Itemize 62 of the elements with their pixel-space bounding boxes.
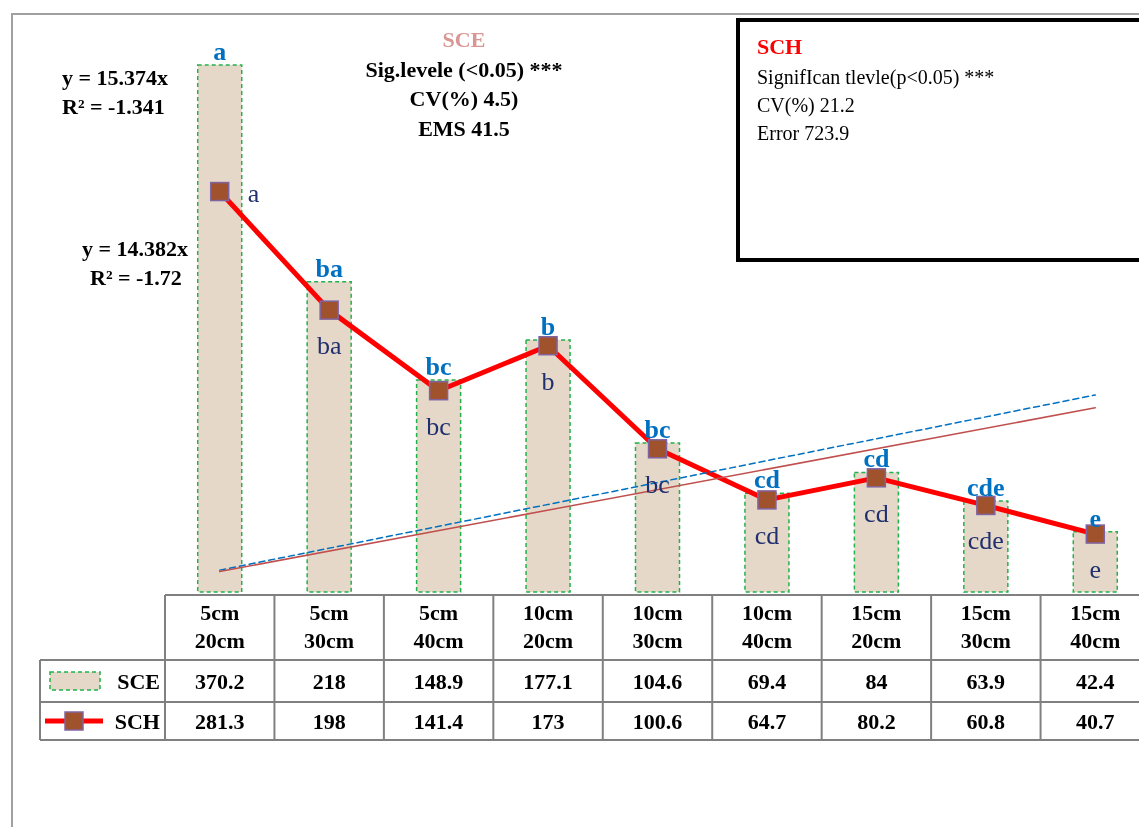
text: SCE xyxy=(442,27,486,52)
x-tick-label: 15cm 20cm xyxy=(851,600,902,653)
annotation: e xyxy=(1089,555,1102,585)
text: R² = -1.341 xyxy=(62,94,165,119)
annotation: cde xyxy=(967,473,1005,503)
annotation: cd xyxy=(863,444,890,474)
annotation: CV(%) 21.2 xyxy=(757,94,855,117)
annotation: y = 15.374x xyxy=(62,65,169,90)
x-tick-label: 5cm 40cm xyxy=(413,600,464,653)
data-label: 60.8 xyxy=(966,709,1006,734)
data-label: 148.9 xyxy=(413,669,464,694)
data-label: 177.1 xyxy=(523,669,573,694)
annotation: ba xyxy=(315,253,343,283)
data-label: 69.4 xyxy=(747,669,787,694)
x-tick-label: 10cm 30cm xyxy=(632,600,683,653)
annotation: a xyxy=(247,178,260,208)
annotation: b xyxy=(541,366,555,396)
annotation: cd xyxy=(754,520,780,550)
data-label: 370.2 xyxy=(194,669,245,694)
annotation: cd xyxy=(864,498,889,528)
annotation: bc xyxy=(426,411,451,441)
bar xyxy=(634,442,681,593)
annotation: EMS 41.5 xyxy=(418,116,510,141)
x-tick-label: 5cm 20cm xyxy=(194,600,245,653)
data-label: 42.4 xyxy=(1076,669,1115,694)
annotation: SignifIcan tlevle(p<0.05) *** xyxy=(757,66,995,89)
annotation: y = 14.382x xyxy=(82,236,189,261)
x-tick-label: 15cm 30cm xyxy=(960,600,1011,653)
data-label: 100.6 xyxy=(632,709,683,734)
data-label: 218 xyxy=(312,669,346,694)
legend-label: SCH xyxy=(114,709,160,734)
bar xyxy=(525,339,571,593)
annotation: a xyxy=(213,37,227,66)
annotation: bc xyxy=(644,415,671,445)
annotation: b xyxy=(540,311,556,341)
text: SCH xyxy=(757,34,803,59)
x-tick-label: 15cm 40cm xyxy=(1070,600,1121,653)
data-label: 40.7 xyxy=(1076,709,1115,734)
annotation: CV(%) 4.5) xyxy=(409,86,519,111)
data-label: 173 xyxy=(531,709,565,734)
data-label: 104.6 xyxy=(632,669,683,694)
annotation: Sig.levele (<0.05) *** xyxy=(365,57,563,82)
bar xyxy=(415,379,462,593)
data-label: 198 xyxy=(312,709,346,734)
data-label: 141.4 xyxy=(413,709,464,734)
data-label: 64.7 xyxy=(747,709,787,734)
annotation: cde xyxy=(967,526,1004,556)
annotation: ba xyxy=(316,331,342,361)
x-tick-label: 10cm 20cm xyxy=(523,600,574,653)
bar xyxy=(196,64,243,593)
data-label: 281.3 xyxy=(194,709,245,734)
data-label: 84 xyxy=(865,669,888,694)
data-label: 63.9 xyxy=(966,669,1006,694)
annotation: bc xyxy=(425,352,452,382)
data-label: 80.2 xyxy=(857,709,896,734)
annotation: Error 723.9 xyxy=(757,122,850,144)
legend-label: SCE xyxy=(117,669,160,694)
x-tick-label: 10cm 40cm xyxy=(741,600,792,653)
bar xyxy=(306,280,352,593)
annotation: cd xyxy=(753,465,781,495)
annotation: R² = -1.72 xyxy=(90,265,182,290)
x-tick-label: 5cm 30cm xyxy=(304,600,355,653)
